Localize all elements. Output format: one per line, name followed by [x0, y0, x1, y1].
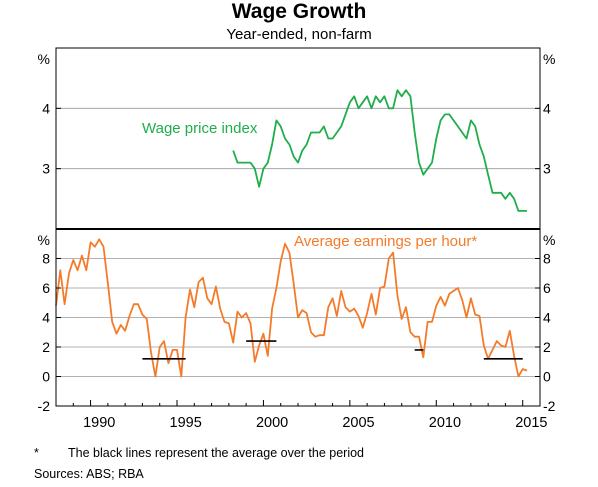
tick-layer — [55, 107, 541, 407]
unit-label-right: % — [543, 232, 555, 248]
chart-subtitle: Year-ended, non-farm — [226, 26, 372, 43]
footnote-text: The black lines represent the average ov… — [68, 446, 365, 460]
y-tick-label-left: 2 — [42, 339, 50, 355]
unit-label-left: % — [38, 232, 50, 248]
y-tick-label-left: -2 — [38, 398, 51, 414]
footnote-marker: * — [34, 446, 39, 460]
y-tick-label-right: 4 — [543, 100, 551, 116]
series-layer — [55, 89, 528, 378]
y-tick-label-left: 0 — [42, 369, 50, 385]
x-tick-label: 2005 — [342, 415, 374, 431]
plot-frame — [55, 47, 541, 407]
y-tick-label-left: 4 — [42, 100, 50, 116]
y-tick-label-left: 8 — [42, 251, 50, 267]
chart-title: Wage Growth — [231, 0, 367, 23]
label-layer: 3 3 4 4% % Wage price index -2 -2 0 0 2 2 4 4 6 6 8 8% % Av… — [38, 51, 556, 431]
unit-label-left: % — [38, 51, 50, 67]
earnings-series-label: Average earnings per hour* — [294, 233, 477, 250]
x-tick-label: 1995 — [170, 415, 202, 431]
y-tick-label-right: 4 — [543, 310, 551, 326]
y-tick-label-right: 0 — [543, 369, 551, 385]
unit-label-right: % — [543, 51, 555, 67]
average-lines — [142, 340, 523, 360]
wpi-line — [232, 89, 527, 212]
x-tick-label: 2010 — [429, 415, 461, 431]
y-tick-label-right: 3 — [543, 161, 551, 177]
x-tick-label: 2015 — [515, 415, 547, 431]
y-tick-label-right: -2 — [543, 398, 556, 414]
y-tick-label-right: 6 — [543, 280, 551, 296]
earnings-line — [55, 238, 528, 378]
sources: Sources: ABS; RBA — [34, 467, 144, 481]
wpi-series-label: Wage price index — [142, 120, 258, 137]
x-tick-label: 2000 — [256, 415, 288, 431]
gridlines — [56, 107, 540, 407]
y-tick-label-left: 3 — [42, 161, 50, 177]
y-tick-label-left: 6 — [42, 280, 50, 296]
y-tick-label-left: 4 — [42, 310, 50, 326]
x-tick-label: 1990 — [83, 415, 115, 431]
y-tick-label-right: 8 — [543, 251, 551, 267]
y-tick-label-right: 2 — [543, 339, 551, 355]
